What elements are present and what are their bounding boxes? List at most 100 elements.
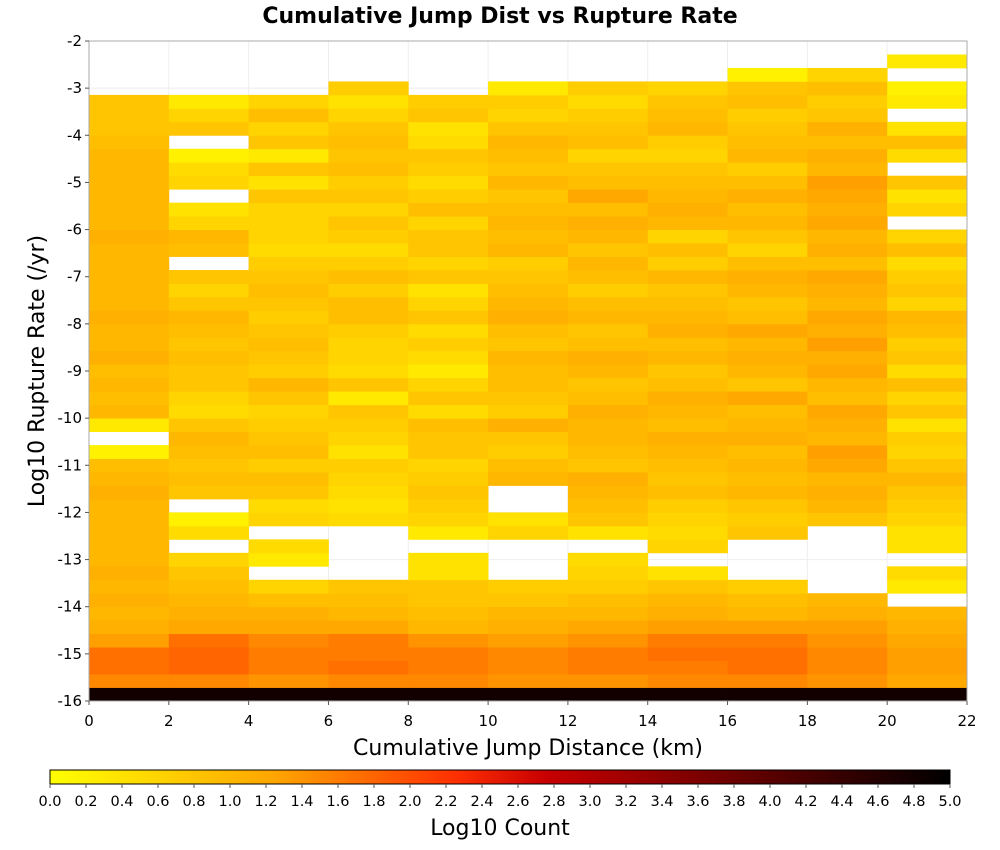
heatmap-cell bbox=[408, 552, 489, 567]
heatmap-cell bbox=[89, 593, 170, 608]
heatmap-cell bbox=[488, 647, 569, 661]
heatmap-cell bbox=[488, 418, 569, 433]
heatmap-cell bbox=[89, 539, 170, 554]
heatmap-cell bbox=[567, 175, 649, 190]
heatmap-cell bbox=[807, 633, 888, 648]
heatmap-cell bbox=[89, 620, 170, 635]
colorbar-tick-label: 3.4 bbox=[650, 794, 673, 810]
heatmap-cell bbox=[807, 296, 888, 311]
y-tick-label: -16 bbox=[58, 692, 83, 710]
x-tick-label: 8 bbox=[403, 712, 413, 730]
heatmap-cell bbox=[567, 391, 649, 406]
heatmap-cell bbox=[567, 350, 649, 365]
heatmap-cell bbox=[567, 512, 649, 527]
heatmap-cell bbox=[248, 674, 329, 688]
heatmap-cell bbox=[647, 566, 728, 581]
colorbar-tick-label: 4.8 bbox=[902, 794, 925, 810]
heatmap-cell bbox=[89, 243, 170, 257]
heatmap-cell bbox=[488, 633, 569, 648]
heatmap-cell bbox=[567, 579, 649, 594]
heatmap-cell bbox=[328, 404, 409, 419]
heatmap-cell bbox=[727, 485, 808, 500]
heatmap-cell bbox=[647, 323, 728, 338]
heatmap-cell bbox=[488, 283, 569, 298]
heatmap-cell bbox=[488, 296, 569, 311]
heatmap-cell bbox=[328, 431, 409, 446]
heatmap-cell bbox=[647, 660, 728, 675]
heatmap-cell bbox=[328, 202, 409, 217]
heatmap-cell bbox=[248, 498, 329, 513]
heatmap-cell bbox=[248, 404, 329, 419]
heatmap-cell bbox=[168, 162, 250, 177]
y-tick-label: -3 bbox=[67, 79, 82, 97]
heatmap-cell bbox=[887, 337, 968, 352]
heatmap-cell bbox=[248, 593, 329, 608]
heatmap-cell bbox=[727, 202, 808, 217]
heatmap-cell bbox=[408, 391, 489, 406]
heatmap-cell bbox=[567, 229, 649, 244]
heatmap-cell bbox=[89, 337, 170, 352]
x-tick-label: 2 bbox=[164, 712, 174, 730]
colorbar-tick-label: 4.2 bbox=[794, 794, 817, 810]
heatmap-cell bbox=[887, 175, 968, 190]
heatmap-cells bbox=[89, 54, 968, 702]
heatmap-cell bbox=[727, 135, 808, 150]
heatmap-cell bbox=[887, 566, 968, 581]
heatmap-cell bbox=[488, 579, 569, 594]
heatmap-cell bbox=[168, 620, 250, 635]
heatmap-cell bbox=[89, 296, 170, 311]
y-axis-label: Log10 Rupture Rate (/yr) bbox=[25, 235, 50, 507]
colorbar-ticks: 0.0 0.2 0.4 0.6 0.8 1.0 1.2 1.4 1.6 1.8 2.0 2.2 2.4 2… bbox=[38, 784, 962, 810]
heatmap-cell bbox=[248, 162, 329, 177]
heatmap-cell bbox=[567, 296, 649, 311]
heatmap-cell bbox=[488, 377, 569, 392]
heatmap-cell bbox=[328, 94, 409, 109]
heatmap-cell bbox=[807, 512, 888, 527]
heatmap-cell bbox=[328, 229, 409, 244]
heatmap-cell bbox=[168, 229, 250, 244]
heatmap-cell bbox=[408, 216, 489, 230]
heatmap-cell bbox=[328, 606, 409, 621]
heatmap-cell bbox=[89, 323, 170, 338]
heatmap-cell bbox=[89, 445, 170, 459]
heatmap-cell bbox=[248, 216, 329, 230]
heatmap-cell bbox=[488, 687, 569, 702]
heatmap-cell bbox=[408, 337, 489, 352]
heatmap-cell bbox=[168, 458, 250, 473]
heatmap-cell bbox=[727, 445, 808, 459]
heatmap-cell bbox=[727, 310, 808, 325]
heatmap-cell bbox=[89, 633, 170, 648]
heatmap-cell bbox=[248, 418, 329, 433]
heatmap-cell bbox=[248, 633, 329, 648]
heatmap-cell bbox=[488, 674, 569, 688]
heatmap-cell bbox=[488, 458, 569, 473]
heatmap-cell bbox=[567, 81, 649, 96]
heatmap-cell bbox=[248, 121, 329, 136]
heatmap-cell bbox=[807, 660, 888, 675]
heatmap-cell bbox=[89, 310, 170, 325]
heatmap-cell bbox=[727, 350, 808, 365]
heatmap-cell bbox=[168, 633, 250, 648]
heatmap-cell bbox=[647, 445, 728, 459]
heatmap-cell bbox=[567, 660, 649, 675]
y-tick-label: -6 bbox=[67, 221, 82, 239]
heatmap-cell bbox=[248, 337, 329, 352]
heatmap-cell bbox=[567, 472, 649, 486]
x-tick-label: 18 bbox=[798, 712, 817, 730]
heatmap-cell bbox=[807, 485, 888, 500]
heatmap-cell bbox=[647, 108, 728, 123]
heatmap-cell bbox=[488, 256, 569, 271]
colorbar-tick-label: 2.4 bbox=[470, 794, 493, 810]
heatmap-cell bbox=[807, 377, 888, 392]
heatmap-cell bbox=[647, 485, 728, 500]
heatmap-cell bbox=[408, 256, 489, 271]
heatmap-cell bbox=[248, 229, 329, 244]
heatmap-cell bbox=[248, 189, 329, 204]
heatmap-cell bbox=[807, 189, 888, 204]
heatmap-cell bbox=[887, 579, 968, 594]
heatmap-cell bbox=[408, 148, 489, 163]
heatmap-cell bbox=[488, 512, 569, 527]
heatmap-cell bbox=[887, 323, 968, 338]
heatmap-cell bbox=[807, 283, 888, 298]
